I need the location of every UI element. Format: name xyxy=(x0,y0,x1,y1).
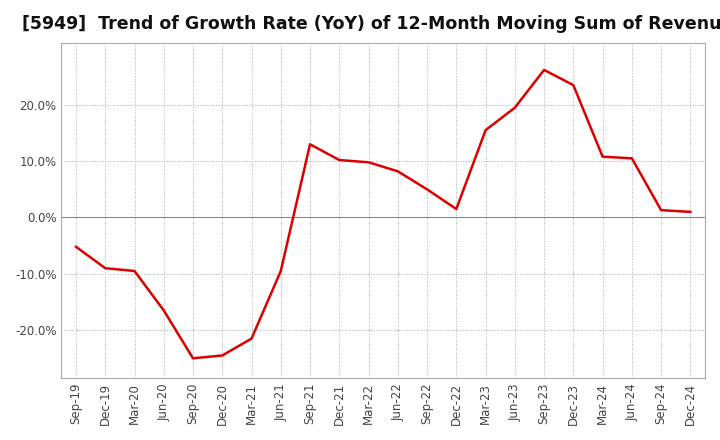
Title: [5949]  Trend of Growth Rate (YoY) of 12-Month Moving Sum of Revenues: [5949] Trend of Growth Rate (YoY) of 12-… xyxy=(22,15,720,33)
